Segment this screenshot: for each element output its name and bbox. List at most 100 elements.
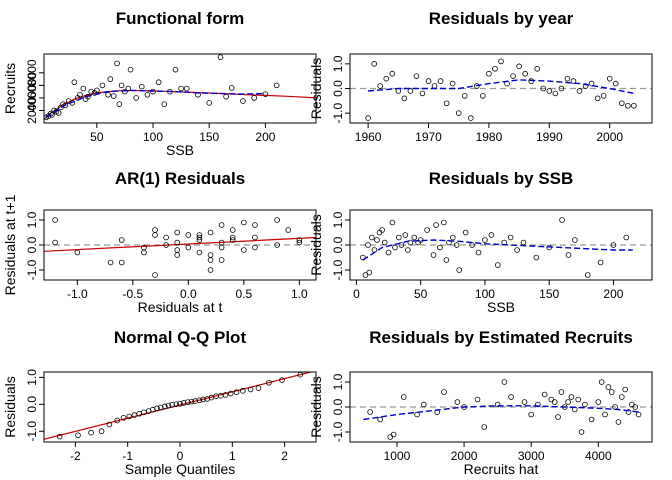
- y-tick-label: 1.0: [331, 55, 345, 72]
- x-tick-label: -0.5: [122, 287, 143, 301]
- data-point: [488, 232, 495, 238]
- data-point: [157, 404, 164, 411]
- smoother-line: [362, 239, 633, 261]
- data-point: [52, 217, 58, 223]
- plot-area: [350, 58, 652, 121]
- data-point: [508, 394, 514, 400]
- data-point: [163, 234, 169, 241]
- data-point: [174, 252, 181, 258]
- data-point: [568, 394, 575, 400]
- data-point: [118, 259, 125, 266]
- data-point: [241, 219, 247, 226]
- data-point: [105, 91, 111, 98]
- y-axis-label: Residuals: [308, 376, 324, 437]
- data-point: [558, 389, 565, 395]
- data-point: [183, 85, 190, 92]
- x-tick-label: 0.5: [235, 287, 252, 301]
- panel-p6: Residuals by Estimated Recruits 1000 2000 3…: [308, 328, 653, 477]
- data-point: [279, 377, 285, 383]
- data-point: [107, 76, 114, 82]
- data-point: [474, 396, 481, 403]
- data-point: [118, 82, 125, 89]
- y-tick-label: 2000: [25, 97, 39, 124]
- data-point: [565, 252, 572, 258]
- x-axis-label: SSB: [487, 299, 515, 315]
- data-point: [635, 411, 642, 418]
- data-point: [266, 379, 272, 386]
- data-point: [498, 58, 504, 65]
- data-point: [632, 404, 639, 410]
- y-axis-label: Recruits: [2, 63, 18, 114]
- data-point: [441, 389, 447, 395]
- data-point: [85, 93, 91, 100]
- data-point: [185, 399, 191, 405]
- data-point: [595, 399, 602, 405]
- y-tick-label: 1.0: [25, 211, 39, 228]
- data-point: [165, 402, 172, 409]
- data-point: [540, 85, 547, 92]
- data-point: [374, 237, 380, 243]
- panel-p3: AR(1) Residuals -1.0 -0.5 0.0 0.5 1.0 -1.0 0.0 1…: [2, 169, 317, 315]
- data-point: [185, 244, 192, 251]
- data-point: [365, 115, 371, 121]
- data-point: [494, 401, 501, 408]
- data-point: [118, 237, 125, 243]
- y-tick-label: -1.0: [331, 259, 345, 280]
- data-point: [411, 234, 418, 241]
- panel-p2: Residuals by year 1960 1970 1980 1990 2000 -1.…: [308, 9, 653, 144]
- data-point: [379, 227, 385, 233]
- data-point: [273, 82, 280, 89]
- panel-title: Residuals by Estimated Recruits: [369, 328, 633, 347]
- data-point: [606, 75, 613, 82]
- panel-title: Functional form: [116, 9, 244, 28]
- data-point: [252, 244, 258, 251]
- data-point: [154, 405, 160, 412]
- data-point: [239, 388, 246, 394]
- data-point: [185, 232, 192, 238]
- data-point: [407, 239, 414, 246]
- data-point: [110, 93, 117, 99]
- y-tick-label: -1.0: [25, 259, 39, 280]
- data-point: [425, 78, 432, 84]
- plot-area: [44, 372, 314, 440]
- panel-p5: Normal Q-Q Plot -2 -1 0 1 2 -1.0 0.0 1.0 Sample Q…: [2, 328, 317, 477]
- data-point: [222, 392, 229, 398]
- data-point: [218, 244, 225, 251]
- data-point: [141, 249, 147, 256]
- data-point: [56, 433, 63, 440]
- data-point: [533, 254, 540, 261]
- data-point: [598, 379, 605, 385]
- data-point: [510, 73, 516, 79]
- data-point: [443, 100, 450, 107]
- data-point: [251, 95, 257, 101]
- data-point: [71, 79, 78, 86]
- x-tick-label: 1.0: [291, 287, 308, 301]
- data-point: [178, 85, 184, 92]
- panel-title: AR(1) Residuals: [115, 169, 245, 188]
- data-point: [47, 110, 54, 117]
- data-point: [369, 234, 375, 241]
- x-tick-label: 1: [229, 449, 236, 463]
- y-tick-label: 0.0: [25, 396, 39, 413]
- data-point: [572, 237, 578, 243]
- data-point: [387, 434, 394, 440]
- data-point: [461, 93, 468, 99]
- data-point: [173, 401, 180, 408]
- data-point: [207, 229, 214, 236]
- plot-frame: [43, 53, 317, 124]
- x-tick-label: 2: [281, 449, 288, 463]
- data-point: [274, 242, 280, 248]
- data-point: [467, 115, 474, 121]
- data-point: [398, 242, 405, 248]
- data-point: [196, 249, 203, 256]
- data-point: [218, 257, 225, 263]
- data-point: [377, 83, 384, 89]
- x-tick-label: 4000: [585, 449, 612, 463]
- data-point: [400, 394, 407, 400]
- data-point: [584, 272, 591, 278]
- data-point: [77, 91, 83, 98]
- data-point: [629, 401, 635, 408]
- x-tick-label: -2: [70, 449, 81, 463]
- data-point: [152, 272, 158, 278]
